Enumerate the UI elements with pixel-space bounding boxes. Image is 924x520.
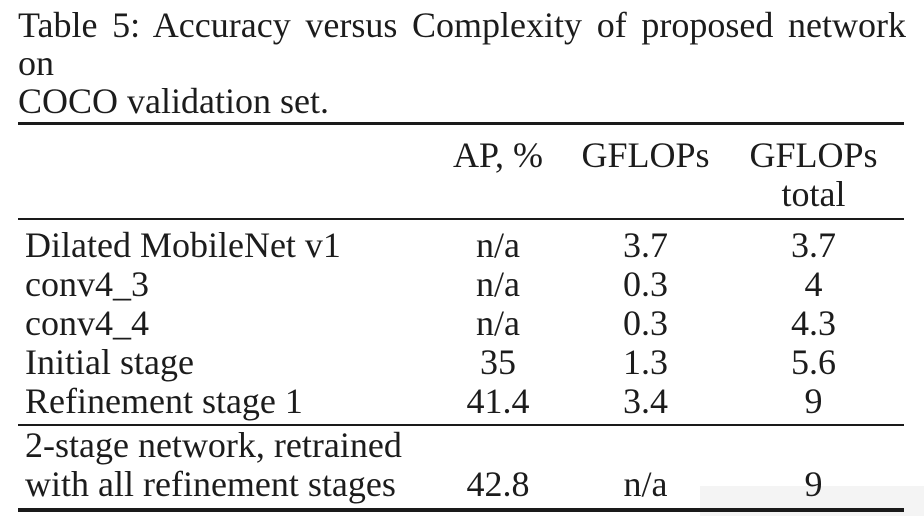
table-caption: Table 5: Accuracy versus Complexity of p… [18,6,906,120]
cell-ap: n/a [476,264,520,304]
final-row-label-line1: 2-stage network, retrained [25,425,402,465]
results-table: AP, % GFLOPs GFLOPs total Dilated Mobile… [18,122,904,512]
final-row: 2-stage network, retrained with all refi… [18,424,904,510]
table-row: Initial stage 35 1.3 5.6 [18,343,904,382]
row-label: Dilated MobileNet v1 [25,225,341,265]
table-row: Refinement stage 1 41.4 3.4 9 [18,382,904,425]
cell-gflops-total: 5.6 [791,342,836,382]
final-row-label-line2: with all refinement stages [25,464,396,504]
header-cell-gflops-total: GFLOPs total [723,123,904,220]
cell-gflops-total: 4 [804,264,823,304]
cell-gflops: 3.4 [623,381,668,421]
header-cell-empty [18,123,428,220]
table-row: conv4_4 n/a 0.3 4.3 [18,304,904,343]
cell-gflops: 0.3 [623,303,668,343]
cell-gflops: 0.3 [623,264,668,304]
final-cell-ap: 42.8 [428,424,568,510]
header-gflops-total-line2: total [781,174,846,214]
header-cell-ap: AP, % [428,123,568,220]
cell-ap: 41.4 [466,381,530,421]
table-final-group: 2-stage network, retrained with all refi… [18,424,904,510]
table-header: AP, % GFLOPs GFLOPs total [18,123,904,220]
header-row: AP, % GFLOPs GFLOPs total [18,123,904,220]
table-caption-line1: Table 5: Accuracy versus Complexity of p… [18,5,906,83]
table-row: conv4_3 n/a 0.3 4 [18,265,904,304]
row-label: conv4_3 [25,264,149,304]
cell-gflops: 3.7 [623,225,668,265]
row-label: conv4_4 [25,303,149,343]
cell-gflops-total: 4.3 [791,303,836,343]
final-row-label: 2-stage network, retrained with all refi… [18,424,428,510]
cell-ap: n/a [476,225,520,265]
table-row: Dilated MobileNet v1 n/a 3.7 3.7 [18,219,904,265]
header-gflops-total-line1: GFLOPs [749,135,878,175]
cell-ap: n/a [476,303,520,343]
table-caption-line2: COCO validation set. [18,81,329,121]
final-cell-gflops: n/a [568,424,723,510]
row-label: Initial stage [25,342,194,382]
cell-gflops-total: 3.7 [791,225,836,265]
cell-gflops: 1.3 [623,342,668,382]
header-cell-gflops: GFLOPs [568,123,723,220]
cell-gflops-total: 9 [804,381,823,421]
row-label: Refinement stage 1 [25,381,303,421]
cell-ap: 35 [480,342,516,382]
table-body: Dilated MobileNet v1 n/a 3.7 3.7 conv4_3… [18,219,904,425]
final-cell-gflops-total: 9 [723,424,904,510]
